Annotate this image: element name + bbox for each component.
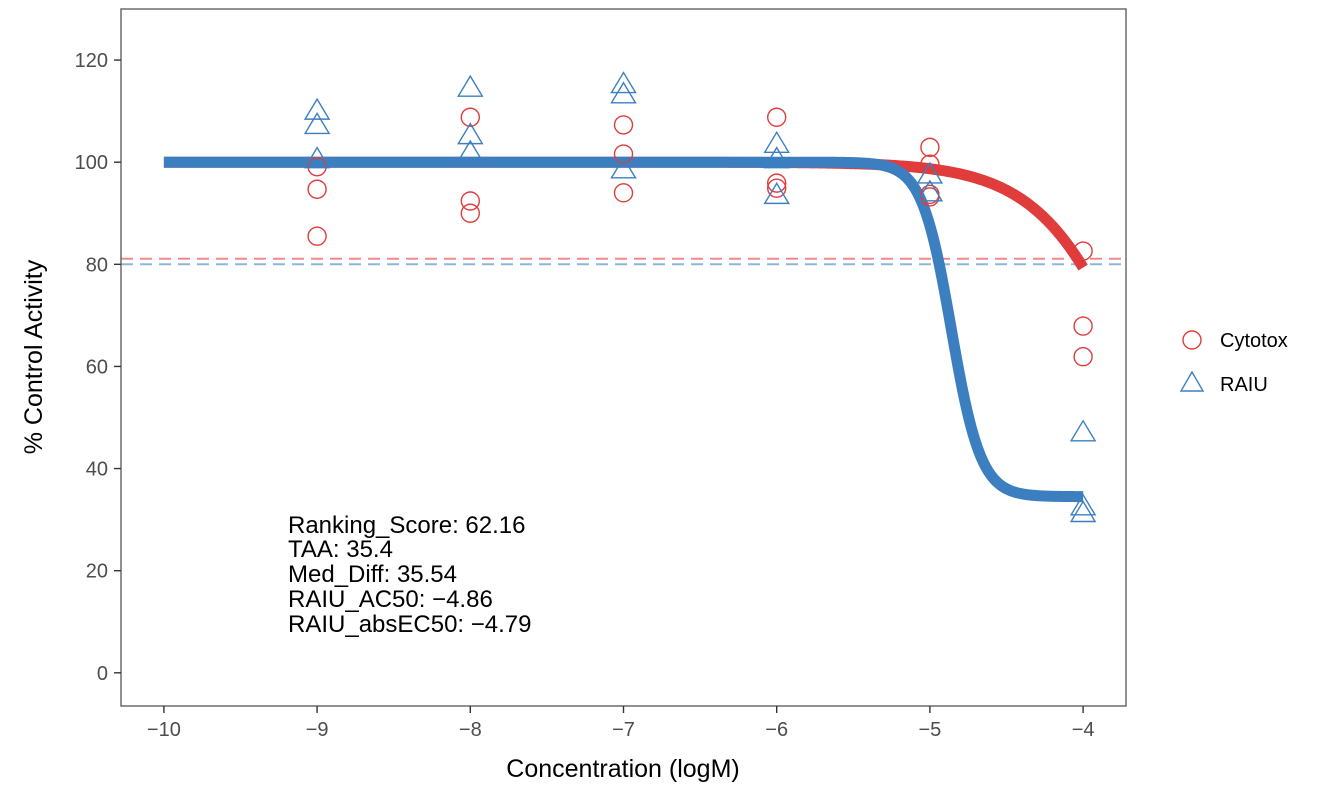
raiu-point [1069,500,1097,523]
cytotox-point [613,183,634,203]
stats-annotation: Ranking_Score: 62.16 TAA: 35.4 Med_Diff:… [288,512,531,638]
cytotox-point [460,107,480,127]
raiu-point [763,146,790,169]
cytotox-point [1073,241,1093,261]
annotation-raiu-ac50: RAIU_AC50: −4.86 [288,586,493,613]
raiu-point [763,130,790,154]
x-tick-label: −5 [918,719,941,741]
y-tick-label: 20 [86,561,108,583]
legend-item-cytotox: Cytotox [1182,330,1288,352]
legend-item-raiu: RAIU [1179,370,1268,396]
y-tick-label: 0 [97,663,108,685]
cytotox-point [1073,316,1093,336]
legend-key-raiu [1179,370,1205,392]
y-tick-label: 100 [75,152,108,174]
y-tick-label: 80 [86,254,108,276]
legend-label-raiu: RAIU [1220,374,1268,396]
cytotox-point [460,191,480,211]
cytotox-point [307,226,327,246]
cytotox-point [767,178,787,198]
fit-curves [159,156,1088,503]
raiu-point [457,122,484,145]
raiu-point [303,97,331,120]
x-tick-label: −6 [765,719,788,741]
x-tick-label: −7 [612,719,635,741]
x-tick-label: −9 [306,719,329,741]
cytotox-point [920,137,940,158]
raiu-point [610,156,637,179]
raiu-point [610,71,637,94]
raiu-point [1069,493,1097,516]
raiu-point [457,74,484,97]
x-tick-label: −10 [147,719,181,741]
raiu-point [763,182,790,205]
data-points [303,71,1097,523]
annotation-ranking-score: Ranking_Score: 62.16 [288,512,526,539]
annotation-med-diff: Med_Diff: 35.54 [288,561,457,588]
y-tick-label: 40 [86,459,108,481]
cytotox-point [767,107,787,127]
cytotox-point [307,179,327,199]
cytotox-point [460,203,480,223]
fit-curve-raiu [159,156,1088,503]
cutoff-lines [121,257,1126,266]
raiu-point [916,161,944,184]
x-tick-label: −8 [459,719,482,741]
legend-label-cytotox: Cytotox [1220,330,1288,352]
cytotox-point [613,144,634,164]
cytotox-point [613,115,634,135]
legend: Cytotox RAIU [1179,330,1288,396]
cytotox-point [1073,347,1093,367]
raiu-point [1069,419,1097,442]
y-tick-label: 60 [86,356,108,378]
cytotox-point [920,184,940,205]
raiu-point [303,146,331,169]
raiu-point [303,112,331,135]
y-tick-label: 120 [75,50,108,72]
x-axis: −10 −9 −8 −7 −6 −5 −4 [147,706,1095,741]
legend-key-cytotox [1182,330,1202,350]
annotation-raiu-absec50: RAIU_absEC50: −4.79 [288,611,531,638]
x-tick-label: −4 [1072,719,1095,741]
cytotox-point [920,154,940,174]
plot-panel [121,9,1126,706]
raiu-point [916,179,944,202]
y-axis-title: % Control Activity [20,259,48,454]
y-axis: 0 20 40 60 80 100 120 [75,50,121,685]
annotation-taa: TAA: 35.4 [288,536,393,563]
cytotox-point [767,173,787,193]
cytotox-point [307,157,327,177]
x-axis-title: Concentration (logM) [506,755,739,783]
raiu-point [457,139,484,162]
